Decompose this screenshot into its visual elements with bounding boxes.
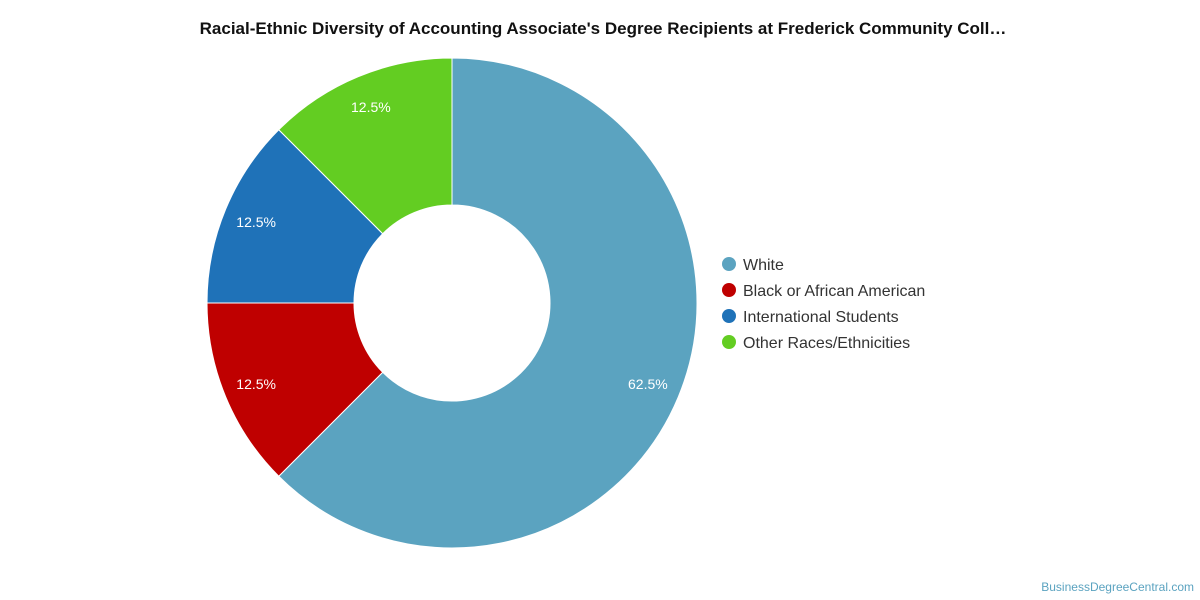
legend-marker-other-races-ethnicities xyxy=(722,335,736,349)
legend-marker-international-students xyxy=(722,309,736,323)
legend-label-white: White xyxy=(743,257,784,274)
slice-label-white: 62.5% xyxy=(628,376,668,392)
legend-item-black-or-african-american[interactable]: Black or African American xyxy=(722,283,925,300)
slice-black-or-african-american[interactable] xyxy=(206,302,384,477)
legend-marker-white xyxy=(722,257,736,271)
slice-label-black-or-african-american: 12.5% xyxy=(236,376,276,392)
slices-group xyxy=(206,57,698,549)
legend-item-international-students[interactable]: International Students xyxy=(722,309,899,326)
legend-label-international-students: International Students xyxy=(743,309,899,326)
legend: White Black or African American Internatio… xyxy=(722,257,925,352)
slice-label-other-races-ethnicities: 12.5% xyxy=(351,99,391,115)
legend-item-other-races-ethnicities[interactable]: Other Races/Ethnicities xyxy=(722,335,910,352)
credit-link[interactable]: BusinessDegreeCentral.com xyxy=(1041,580,1194,594)
legend-label-other-races-ethnicities: Other Races/Ethnicities xyxy=(743,335,910,352)
slice-label-international-students: 12.5% xyxy=(236,214,276,230)
chart-title: Racial-Ethnic Diversity of Accounting As… xyxy=(200,19,1007,38)
legend-item-white[interactable]: White xyxy=(722,257,784,274)
legend-label-black-or-african-american: Black or African American xyxy=(743,283,925,300)
legend-marker-black-or-african-american xyxy=(722,283,736,297)
slice-labels-group: 62.5% 12.5% 12.5% 12.5% xyxy=(236,99,667,392)
slice-international-students[interactable] xyxy=(206,129,384,304)
slice-other-races-ethnicities[interactable] xyxy=(278,57,453,235)
slice-white[interactable] xyxy=(278,57,698,549)
